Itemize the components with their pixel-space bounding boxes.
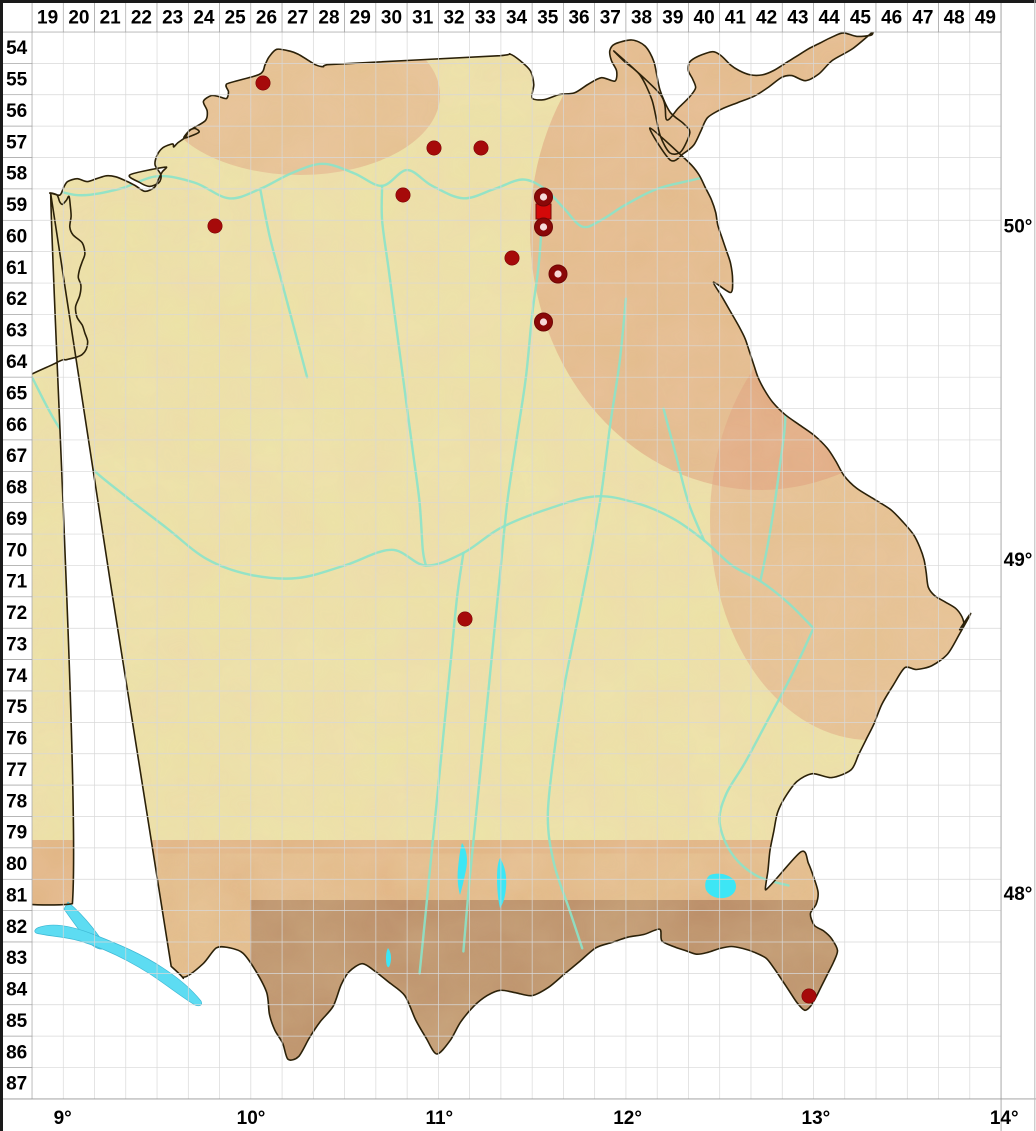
svg-text:21: 21	[100, 8, 122, 29]
svg-text:25: 25	[225, 8, 247, 29]
svg-text:28: 28	[318, 8, 339, 29]
svg-text:26: 26	[256, 8, 277, 29]
svg-text:78: 78	[6, 791, 27, 812]
svg-text:22: 22	[131, 8, 152, 29]
svg-text:60: 60	[6, 226, 27, 247]
svg-text:23: 23	[162, 8, 183, 29]
svg-text:62: 62	[6, 289, 27, 310]
svg-text:11°: 11°	[425, 1108, 453, 1129]
svg-text:27: 27	[287, 8, 308, 29]
svg-text:81: 81	[6, 885, 28, 906]
svg-text:59: 59	[6, 195, 27, 216]
svg-text:75: 75	[6, 697, 28, 718]
svg-text:86: 86	[6, 1042, 27, 1063]
svg-text:80: 80	[6, 854, 27, 875]
svg-text:61: 61	[6, 258, 28, 279]
svg-text:38: 38	[631, 8, 652, 29]
svg-text:12°: 12°	[613, 1108, 642, 1129]
svg-text:45: 45	[850, 8, 872, 29]
svg-text:14°: 14°	[990, 1108, 1019, 1129]
svg-text:43: 43	[787, 8, 808, 29]
svg-text:44: 44	[819, 8, 841, 29]
svg-text:56: 56	[6, 101, 27, 122]
svg-text:34: 34	[506, 8, 528, 29]
svg-text:41: 41	[725, 8, 747, 29]
svg-text:47: 47	[912, 8, 933, 29]
svg-text:46: 46	[881, 8, 902, 29]
svg-text:73: 73	[6, 634, 27, 655]
svg-text:48: 48	[944, 8, 965, 29]
svg-text:30: 30	[381, 8, 402, 29]
svg-text:74: 74	[6, 666, 28, 687]
svg-text:77: 77	[6, 760, 27, 781]
svg-text:79: 79	[6, 823, 27, 844]
svg-text:76: 76	[6, 729, 27, 750]
svg-text:50°: 50°	[1004, 217, 1033, 238]
svg-text:85: 85	[6, 1011, 28, 1032]
svg-text:49°: 49°	[1004, 550, 1033, 571]
svg-text:67: 67	[6, 446, 27, 467]
svg-text:20: 20	[68, 8, 89, 29]
svg-text:63: 63	[6, 321, 27, 342]
svg-text:49: 49	[975, 8, 996, 29]
svg-text:82: 82	[6, 917, 27, 938]
svg-text:35: 35	[537, 8, 559, 29]
svg-text:71: 71	[6, 572, 28, 593]
svg-text:66: 66	[6, 415, 27, 436]
svg-text:84: 84	[6, 980, 28, 1001]
svg-text:37: 37	[600, 8, 621, 29]
svg-text:48°: 48°	[1004, 884, 1033, 905]
svg-text:13°: 13°	[802, 1108, 831, 1129]
svg-text:58: 58	[6, 164, 27, 185]
svg-text:72: 72	[6, 603, 27, 624]
svg-text:57: 57	[6, 132, 27, 153]
svg-text:36: 36	[568, 8, 589, 29]
svg-text:65: 65	[6, 383, 28, 404]
svg-text:24: 24	[193, 8, 215, 29]
svg-text:54: 54	[6, 38, 28, 59]
svg-text:68: 68	[6, 478, 27, 499]
svg-text:64: 64	[6, 352, 28, 373]
svg-text:55: 55	[6, 70, 28, 91]
svg-text:31: 31	[412, 8, 434, 29]
svg-text:19: 19	[37, 8, 58, 29]
svg-text:10°: 10°	[237, 1108, 266, 1129]
svg-text:87: 87	[6, 1074, 27, 1095]
svg-text:40: 40	[694, 8, 715, 29]
svg-text:32: 32	[443, 8, 464, 29]
svg-text:42: 42	[756, 8, 777, 29]
svg-text:69: 69	[6, 509, 27, 530]
svg-text:29: 29	[350, 8, 371, 29]
svg-text:39: 39	[662, 8, 683, 29]
svg-text:33: 33	[475, 8, 496, 29]
svg-text:9°: 9°	[54, 1108, 72, 1129]
svg-text:83: 83	[6, 948, 27, 969]
svg-text:70: 70	[6, 540, 27, 561]
